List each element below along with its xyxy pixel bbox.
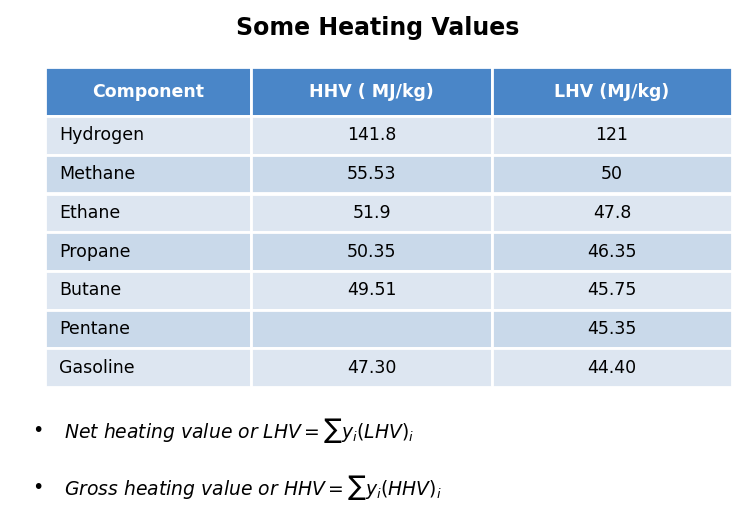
FancyBboxPatch shape bbox=[45, 232, 251, 271]
Text: 45.75: 45.75 bbox=[587, 281, 636, 299]
Text: 50: 50 bbox=[601, 165, 623, 183]
Text: 46.35: 46.35 bbox=[587, 243, 637, 261]
FancyBboxPatch shape bbox=[492, 348, 732, 387]
Text: 51.9: 51.9 bbox=[353, 204, 391, 222]
Text: Pentane: Pentane bbox=[59, 320, 130, 338]
Text: Some Heating Values: Some Heating Values bbox=[236, 17, 519, 40]
FancyBboxPatch shape bbox=[45, 194, 251, 232]
FancyBboxPatch shape bbox=[251, 155, 492, 194]
FancyBboxPatch shape bbox=[251, 116, 492, 155]
FancyBboxPatch shape bbox=[492, 310, 732, 348]
Text: Hydrogen: Hydrogen bbox=[59, 126, 144, 144]
FancyBboxPatch shape bbox=[251, 194, 492, 232]
FancyBboxPatch shape bbox=[251, 232, 492, 271]
FancyBboxPatch shape bbox=[45, 348, 251, 387]
Text: 44.40: 44.40 bbox=[587, 359, 636, 377]
Text: Component: Component bbox=[92, 83, 205, 101]
FancyBboxPatch shape bbox=[45, 310, 251, 348]
FancyBboxPatch shape bbox=[251, 271, 492, 310]
Text: $\mathit{Net\ heating\ value\ or\ LHV} = \sum y_i(LHV)_i$: $\mathit{Net\ heating\ value\ or\ LHV} =… bbox=[64, 416, 414, 445]
Text: Butane: Butane bbox=[59, 281, 121, 299]
Text: 47.30: 47.30 bbox=[347, 359, 396, 377]
Text: 141.8: 141.8 bbox=[347, 126, 396, 144]
FancyBboxPatch shape bbox=[492, 116, 732, 155]
FancyBboxPatch shape bbox=[492, 271, 732, 310]
FancyBboxPatch shape bbox=[492, 67, 732, 116]
Text: •: • bbox=[32, 422, 44, 440]
FancyBboxPatch shape bbox=[45, 155, 251, 194]
Text: Gasoline: Gasoline bbox=[59, 359, 134, 377]
Text: HHV ( MJ/kg): HHV ( MJ/kg) bbox=[310, 83, 434, 101]
FancyBboxPatch shape bbox=[251, 310, 492, 348]
FancyBboxPatch shape bbox=[45, 116, 251, 155]
Text: Methane: Methane bbox=[59, 165, 135, 183]
FancyBboxPatch shape bbox=[45, 271, 251, 310]
Text: Ethane: Ethane bbox=[59, 204, 120, 222]
FancyBboxPatch shape bbox=[251, 67, 492, 116]
Text: 121: 121 bbox=[596, 126, 629, 144]
Text: 49.51: 49.51 bbox=[347, 281, 396, 299]
Text: 45.35: 45.35 bbox=[587, 320, 636, 338]
Text: $\mathit{Gross\ heating\ value\ or\ HHV} = \sum y_i(HHV)_i$: $\mathit{Gross\ heating\ value\ or\ HHV}… bbox=[64, 473, 442, 502]
Text: •: • bbox=[32, 478, 44, 497]
Text: 47.8: 47.8 bbox=[593, 204, 631, 222]
FancyBboxPatch shape bbox=[492, 194, 732, 232]
Text: LHV (MJ/kg): LHV (MJ/kg) bbox=[554, 83, 670, 101]
FancyBboxPatch shape bbox=[251, 348, 492, 387]
Text: 50.35: 50.35 bbox=[347, 243, 396, 261]
FancyBboxPatch shape bbox=[492, 155, 732, 194]
Text: Propane: Propane bbox=[59, 243, 131, 261]
FancyBboxPatch shape bbox=[492, 232, 732, 271]
Text: 55.53: 55.53 bbox=[347, 165, 396, 183]
FancyBboxPatch shape bbox=[45, 67, 251, 116]
